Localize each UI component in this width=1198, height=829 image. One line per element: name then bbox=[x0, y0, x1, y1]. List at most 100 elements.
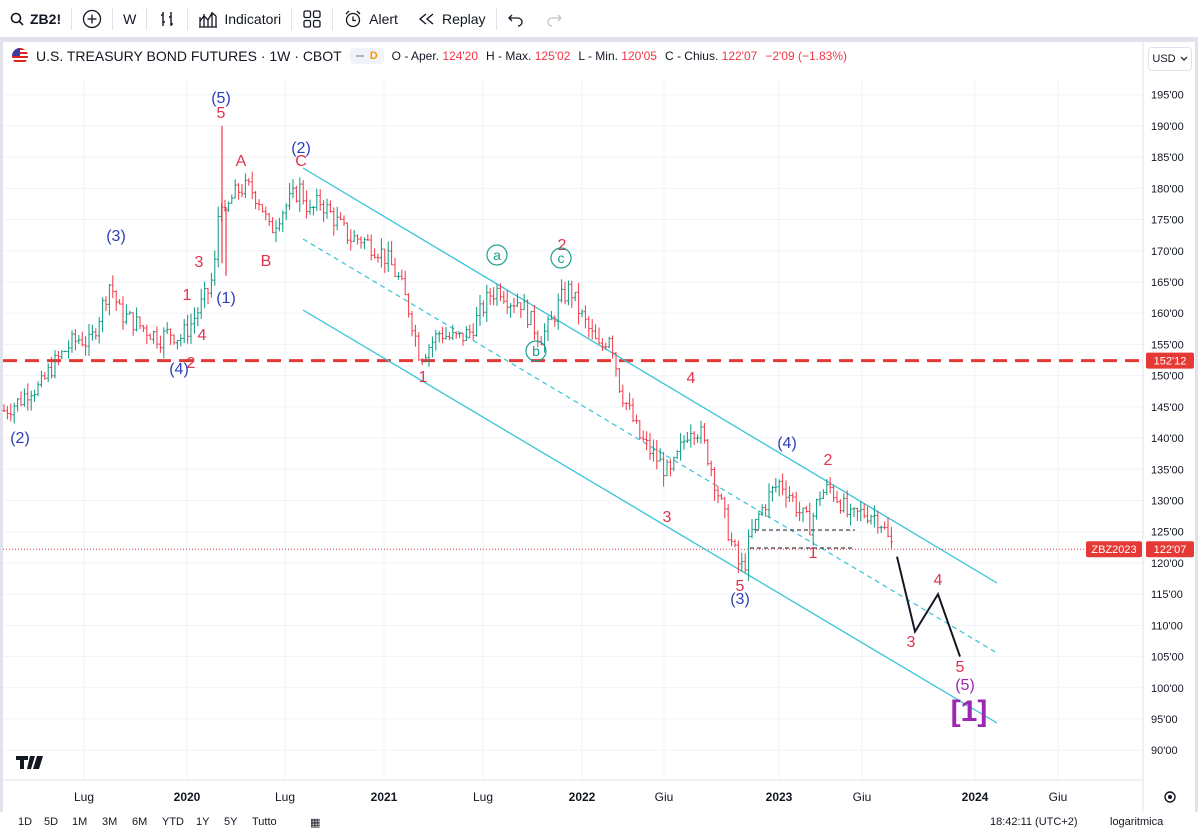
level-price-tag-text: 152'12 bbox=[1154, 356, 1187, 368]
channel-upper-line[interactable] bbox=[302, 167, 998, 584]
chart-type-button[interactable] bbox=[147, 0, 187, 38]
toolbar-divider bbox=[146, 7, 148, 30]
wave-label-C: C bbox=[295, 153, 307, 170]
price-tick-label: 145'00 bbox=[1151, 402, 1184, 414]
range-1m[interactable]: 1M bbox=[72, 816, 88, 828]
wave-label-5: (5) bbox=[955, 677, 975, 694]
indicators-icon bbox=[199, 11, 218, 28]
scale-mode[interactable]: logaritmica bbox=[1110, 816, 1164, 828]
close-value: 122'07 bbox=[721, 49, 758, 63]
chart-pane[interactable] bbox=[3, 42, 1195, 812]
range-5y[interactable]: 5Y bbox=[224, 816, 238, 828]
symbol-label: ZB2! bbox=[30, 10, 62, 27]
time-tick-label: 2022 bbox=[569, 790, 596, 804]
layouts-button[interactable] bbox=[292, 0, 332, 38]
symbol-search[interactable]: ZB2! bbox=[0, 0, 71, 38]
wave-label-2: (2) bbox=[10, 430, 30, 447]
toolbar-divider bbox=[112, 7, 114, 30]
wave-label-4: 4 bbox=[934, 572, 943, 589]
time-tick-label: Giu bbox=[1049, 790, 1068, 804]
compare-button[interactable] bbox=[72, 0, 112, 38]
replay-button[interactable]: Replay bbox=[408, 0, 496, 38]
price-tick-label: 185'00 bbox=[1151, 152, 1184, 164]
contract-label-tag-text: ZBZ2023 bbox=[1091, 544, 1136, 556]
price-tick-label: 165'00 bbox=[1151, 277, 1184, 289]
projection-path[interactable] bbox=[896, 556, 961, 657]
price-tick-label: 150'00 bbox=[1151, 371, 1184, 383]
tradingview-logo bbox=[16, 756, 43, 769]
high-label: H - Max. bbox=[486, 49, 532, 63]
low-label: L - Min. bbox=[578, 49, 618, 63]
interval-label: W bbox=[123, 10, 137, 27]
price-tick-label: 170'00 bbox=[1151, 246, 1184, 258]
time-tick-label: 2020 bbox=[174, 790, 201, 804]
redo-button[interactable] bbox=[535, 0, 573, 38]
undo-button[interactable] bbox=[497, 0, 535, 38]
range-ytd[interactable]: YTD bbox=[162, 816, 184, 828]
settings-gear-icon[interactable] bbox=[1164, 791, 1176, 803]
price-tick-label: 110'00 bbox=[1151, 620, 1183, 632]
wave-label-1: 1 bbox=[809, 545, 818, 562]
price-tick-label: 140'00 bbox=[1151, 433, 1184, 445]
price-tick-label: 155'00 bbox=[1151, 339, 1184, 351]
wave-label-4: (4) bbox=[169, 361, 189, 378]
open-value: 124'20 bbox=[442, 49, 479, 63]
currency-label: USD bbox=[1152, 53, 1176, 65]
redo-icon bbox=[546, 14, 562, 27]
range-1y[interactable]: 1Y bbox=[196, 816, 210, 828]
wave-label-5: 5 bbox=[736, 578, 745, 595]
wave-label-1: (1) bbox=[216, 290, 236, 307]
range-all[interactable]: Tutto bbox=[252, 816, 277, 828]
plus-circle-icon bbox=[82, 9, 102, 28]
range-1d[interactable]: 1D bbox=[18, 816, 33, 828]
price-tick-label: 90'00 bbox=[1151, 745, 1178, 757]
calendar-icon[interactable]: ▦ bbox=[310, 817, 321, 829]
contract-label-tag bbox=[1086, 541, 1142, 558]
ohlc-values: O - Aper. 124'20 H - Max. 125'02 L - Min… bbox=[392, 49, 847, 63]
wave-circle-marker bbox=[486, 244, 508, 266]
alert-button[interactable]: Alert bbox=[333, 0, 408, 38]
toolbar-divider bbox=[291, 7, 293, 30]
wave-label-3: (3) bbox=[106, 228, 126, 245]
logo-mark bbox=[16, 756, 43, 769]
chevron-down-icon bbox=[1180, 56, 1188, 61]
price-tick-label: 95'00 bbox=[1151, 714, 1178, 726]
top-toolbar: ZB2! W Indicatori Alert Replay bbox=[0, 0, 1198, 38]
toolbar-divider bbox=[332, 7, 334, 30]
data-status-pill[interactable]: D bbox=[349, 48, 384, 64]
channel-lower-line[interactable] bbox=[302, 309, 998, 724]
range-6m[interactable]: 6M bbox=[132, 816, 148, 828]
price-tick-label: 100'00 bbox=[1151, 683, 1184, 695]
wave-label-2: 2 bbox=[187, 355, 196, 372]
change-value: −2'09 (−1.83%) bbox=[765, 49, 848, 63]
close-label: C - Chius. bbox=[664, 49, 719, 63]
price-tick-label: 180'00 bbox=[1151, 183, 1184, 195]
wave-circle-marker bbox=[550, 247, 572, 269]
clock-time: 18:42:11 (UTC+2) bbox=[990, 816, 1078, 828]
price-tick-label: 120'00 bbox=[1151, 558, 1184, 570]
wave-label-2: (2) bbox=[291, 140, 311, 157]
us-flag-icon bbox=[12, 48, 28, 64]
chart-legend: U.S. TREASURY BOND FUTURES · 1W · CBOT D… bbox=[12, 48, 847, 64]
rewind-icon bbox=[418, 12, 434, 25]
time-tick-label: Lug bbox=[275, 790, 295, 804]
alarm-clock-icon bbox=[345, 10, 361, 27]
wave-label-2: 2 bbox=[824, 452, 833, 469]
interval-button[interactable]: W bbox=[113, 0, 146, 38]
range-3m[interactable]: 3M bbox=[102, 816, 118, 828]
wave-label-a: a bbox=[493, 247, 501, 263]
range-5d[interactable]: 5D bbox=[44, 816, 59, 828]
wave-label-4: (4) bbox=[777, 435, 797, 452]
wave-label-2: 2 bbox=[558, 237, 567, 254]
toolbar-divider bbox=[71, 7, 73, 30]
price-tick-label: 125'00 bbox=[1151, 527, 1184, 539]
currency-select[interactable]: USD bbox=[1148, 47, 1192, 71]
replay-label: Replay bbox=[441, 10, 486, 27]
price-tick-label: 195'00 bbox=[1151, 90, 1184, 102]
alert-label: Alert bbox=[369, 10, 398, 27]
low-value: 120'05 bbox=[621, 49, 657, 63]
indicators-button[interactable]: Indicatori bbox=[188, 0, 291, 38]
time-tick-label: 2024 bbox=[962, 790, 989, 804]
wave-label-5: (5) bbox=[211, 90, 231, 107]
